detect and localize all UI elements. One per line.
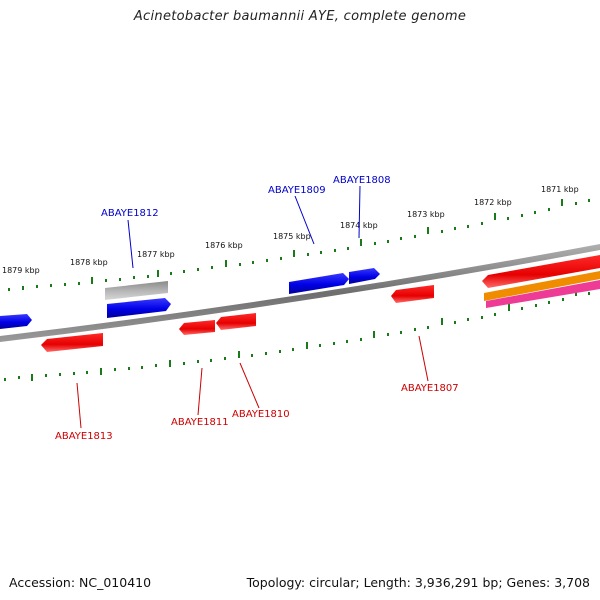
ruler-label: 1877 kbp xyxy=(137,250,175,259)
reverse-strand-genes xyxy=(41,255,600,352)
gene-labels: ABAYE1812 ABAYE1809 ABAYE1808 ABAYE1813 … xyxy=(55,175,459,442)
ruler-label: 1876 kbp xyxy=(205,241,243,250)
gene-ABAYE1812-pseudo[interactable] xyxy=(105,281,168,300)
ruler-label: 1875 kbp xyxy=(273,232,311,241)
ruler-label: 1871 kbp xyxy=(541,185,579,194)
gene-forward-red-right[interactable] xyxy=(482,255,600,288)
gene-label-ABAYE1809[interactable]: ABAYE1809 xyxy=(268,185,326,196)
gene-ABAYE1808[interactable] xyxy=(349,268,380,284)
gene-ABAYE1812-forward[interactable] xyxy=(107,298,171,318)
gene-ABAYE1811[interactable] xyxy=(179,320,215,335)
gene-ABAYE1809[interactable] xyxy=(289,273,349,294)
ruler-labels: 1879 kbp 1878 kbp 1877 kbp 1876 kbp 1875… xyxy=(2,185,579,275)
gene-label-ABAYE1813[interactable]: ABAYE1813 xyxy=(55,431,113,442)
label-leader-lines xyxy=(76,185,429,429)
gene-label-ABAYE1807[interactable]: ABAYE1807 xyxy=(401,383,459,394)
leader-line-ABAYE1813 xyxy=(76,382,82,429)
gene-label-ABAYE1811[interactable]: ABAYE1811 xyxy=(171,417,229,428)
outer-tick-track xyxy=(8,199,590,291)
leader-line-ABAYE1811 xyxy=(197,367,203,416)
forward-strand-genes xyxy=(0,268,380,329)
ruler-label: 1872 kbp xyxy=(474,198,512,207)
gene-forward-partial[interactable] xyxy=(0,314,32,329)
genome-summary-text: Topology: circular; Length: 3,936,291 bp… xyxy=(246,575,590,590)
leader-line-ABAYE1812 xyxy=(127,219,134,269)
leader-line-ABAYE1808 xyxy=(358,185,361,239)
ruler-label: 1873 kbp xyxy=(407,210,445,219)
accession-text: Accession: NC_010410 xyxy=(9,575,152,590)
gene-ABAYE1813[interactable] xyxy=(41,333,103,352)
inner-tick-track xyxy=(4,289,590,381)
leader-line-ABAYE1809 xyxy=(294,195,315,245)
feature-orange[interactable] xyxy=(484,271,600,301)
leader-line-ABAYE1807 xyxy=(418,335,429,382)
gene-label-ABAYE1812[interactable]: ABAYE1812 xyxy=(101,208,159,219)
leader-line-ABAYE1810 xyxy=(239,362,260,409)
gene-ABAYE1807[interactable] xyxy=(391,285,434,303)
gene-ABAYE1810[interactable] xyxy=(216,313,256,330)
gene-label-ABAYE1810[interactable]: ABAYE1810 xyxy=(232,409,290,420)
ruler-label: 1878 kbp xyxy=(70,258,108,267)
genome-backbone xyxy=(0,244,600,342)
gene-label-ABAYE1808[interactable]: ABAYE1808 xyxy=(333,175,391,186)
map-title: Acinetobacter baumannii AYE, complete ge… xyxy=(133,9,467,24)
ruler-label: 1879 kbp xyxy=(2,266,40,275)
feature-pink[interactable] xyxy=(486,280,600,308)
